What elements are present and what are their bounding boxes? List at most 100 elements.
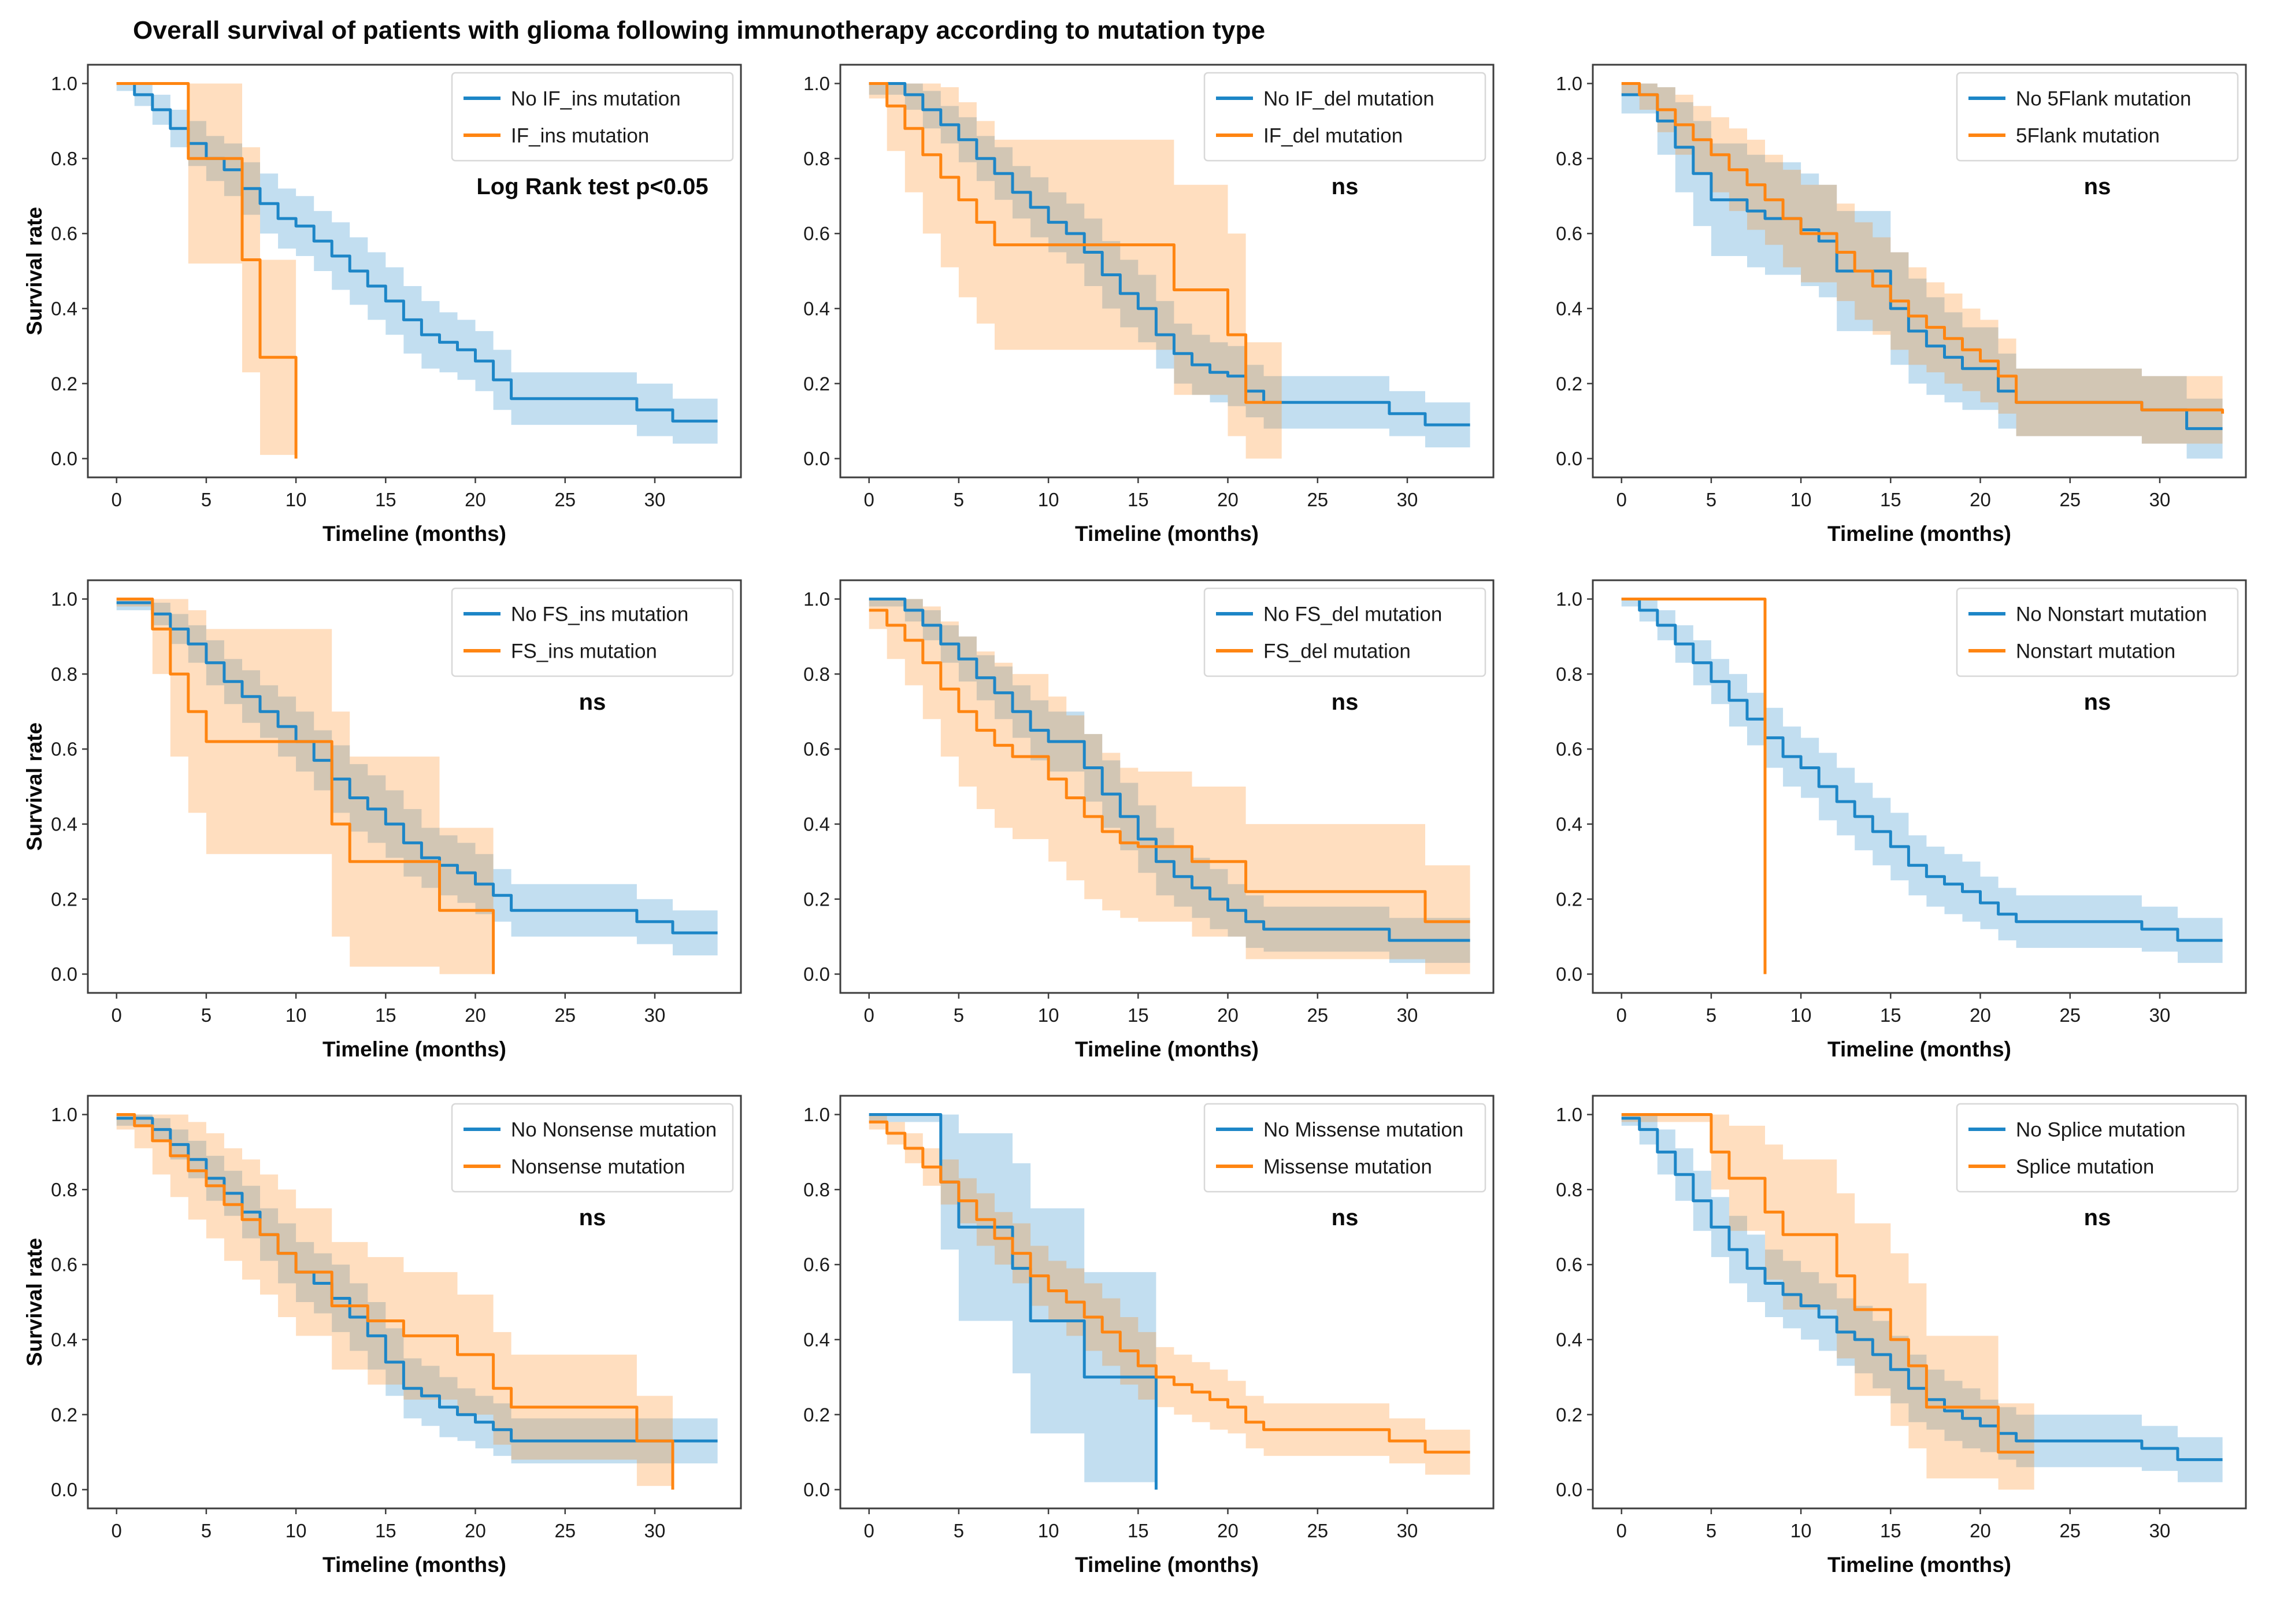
svg-text:10: 10	[1790, 489, 1812, 510]
logrank-annotation: ns	[2084, 174, 2111, 199]
svg-text:0.2: 0.2	[1556, 888, 1582, 910]
ci-band-orange	[116, 83, 296, 459]
legend-label: No IF_del mutation	[1263, 87, 1434, 110]
svg-text:0.6: 0.6	[1556, 1254, 1582, 1276]
svg-text:0.8: 0.8	[51, 663, 77, 685]
y-axis: 1.0 0.8 0.6 0.4 0.2 0.0	[1556, 73, 1593, 469]
svg-text:20: 20	[1217, 489, 1239, 510]
svg-text:0.4: 0.4	[803, 1329, 830, 1350]
plot-frame	[87, 1095, 742, 1510]
ci-band-blue	[116, 599, 718, 956]
ci-band-blue	[869, 599, 1470, 963]
svg-text:0: 0	[112, 489, 122, 510]
svg-text:0: 0	[1616, 489, 1627, 510]
svg-text:1.0: 1.0	[803, 1104, 830, 1125]
plot-frame	[839, 64, 1495, 479]
km-chart-IF_ins: 0 5 10 15 20 25 30 1.0 0.8 0.6 0.4 0.2 0.0 Timeline (…	[23, 64, 742, 546]
x-axis-label: Timeline (months)	[322, 1553, 506, 1577]
logrank-annotation: ns	[1332, 1205, 1359, 1230]
series-line-orange	[1621, 598, 1767, 974]
series-line-orange	[869, 1120, 1470, 1454]
x-axis-label: Timeline (months)	[1075, 522, 1259, 546]
legend: No Missense mutation Missense mutation	[1203, 1103, 1486, 1193]
svg-text:0.2: 0.2	[1556, 373, 1582, 394]
svg-text:0.4: 0.4	[51, 298, 77, 319]
svg-text:0.4: 0.4	[1556, 298, 1582, 319]
svg-text:10: 10	[1038, 1520, 1059, 1541]
x-axis-label: Timeline (months)	[1827, 522, 2011, 546]
svg-text:0.8: 0.8	[51, 1179, 77, 1200]
x-axis: 0 5 10 15 20 25 30	[1616, 477, 2170, 510]
km-panel-grid: 0 5 10 15 20 25 30 1.0 0.8 0.6 0.4 0.2 0.0 Timeline (…	[17, 49, 2295, 1590]
svg-text:20: 20	[1970, 489, 1991, 510]
svg-text:20: 20	[1970, 1520, 1991, 1541]
x-axis-label: Timeline (months)	[1075, 1037, 1259, 1061]
svg-text:5: 5	[201, 1520, 212, 1541]
svg-text:0: 0	[112, 1004, 122, 1026]
svg-text:25: 25	[554, 1004, 576, 1026]
svg-text:0.6: 0.6	[1556, 223, 1582, 244]
x-axis-label: Timeline (months)	[322, 522, 506, 546]
x-axis: 0 5 10 15 20 25 30	[864, 477, 1418, 510]
svg-text:25: 25	[554, 1520, 576, 1541]
series-line-blue	[116, 601, 718, 935]
svg-text:5: 5	[954, 1520, 964, 1541]
svg-text:0: 0	[864, 1520, 874, 1541]
y-axis-label: Survival rate	[23, 722, 46, 851]
svg-text:30: 30	[2149, 1520, 2171, 1541]
svg-text:0.0: 0.0	[51, 448, 77, 469]
x-axis: 0 5 10 15 20 25 30	[112, 1508, 665, 1541]
svg-text:0.2: 0.2	[51, 888, 77, 910]
svg-text:15: 15	[1128, 1004, 1149, 1026]
ci-band-orange	[869, 599, 1470, 974]
svg-text:0.6: 0.6	[803, 739, 830, 760]
svg-text:5: 5	[954, 1004, 964, 1026]
svg-text:0.0: 0.0	[803, 448, 830, 469]
km-chart-FS_ins: 0 5 10 15 20 25 30 1.0 0.8 0.6 0.4 0.2 0.0 Timeline (…	[23, 579, 742, 1061]
logrank-annotation: ns	[579, 1205, 606, 1230]
svg-text:10: 10	[286, 489, 307, 510]
legend: No Splice mutation Splice mutation	[1956, 1103, 2239, 1193]
logrank-annotation: ns	[1332, 174, 1359, 199]
plot-frame	[839, 579, 1495, 994]
figure: Overall survival of patients with glioma…	[17, 16, 2295, 1590]
svg-text:5: 5	[954, 489, 964, 510]
svg-text:0.6: 0.6	[51, 1254, 77, 1276]
series-line-blue	[869, 598, 1470, 942]
svg-text:0.2: 0.2	[803, 888, 830, 910]
svg-text:0.4: 0.4	[803, 298, 830, 319]
svg-text:0: 0	[1616, 1004, 1627, 1026]
svg-text:15: 15	[375, 489, 396, 510]
series-line-orange	[116, 1113, 674, 1490]
km-panel-FS_del: 0 5 10 15 20 25 30 1.0 0.8 0.6 0.4 0.2 0.0 Timeline (…	[770, 564, 1517, 1075]
legend-label: No 5Flank mutation	[2016, 87, 2191, 110]
km-panel-FS_ins: 0 5 10 15 20 25 30 1.0 0.8 0.6 0.4 0.2 0.0 Timeline (…	[17, 564, 764, 1075]
svg-text:0.2: 0.2	[803, 1404, 830, 1425]
series-line-blue	[1621, 1117, 2223, 1462]
svg-text:1.0: 1.0	[51, 588, 77, 610]
y-axis: 1.0 0.8 0.6 0.4 0.2 0.0	[1556, 1104, 1593, 1500]
km-chart-Nonstart: 0 5 10 15 20 25 30 1.0 0.8 0.6 0.4 0.2 0.0 Timeline (…	[1556, 579, 2247, 1061]
y-axis: 1.0 0.8 0.6 0.4 0.2 0.0	[803, 588, 840, 985]
svg-text:0.6: 0.6	[51, 223, 77, 244]
plot-frame	[1592, 1095, 2247, 1510]
x-axis-label: Timeline (months)	[1075, 1553, 1259, 1577]
legend-label: No FS_ins mutation	[511, 603, 688, 625]
svg-text:0.6: 0.6	[1556, 739, 1582, 760]
legend-label: No Nonsense mutation	[511, 1118, 717, 1141]
svg-text:0.0: 0.0	[803, 1479, 830, 1500]
plot-frame	[839, 1095, 1495, 1510]
km-chart-Missense: 0 5 10 15 20 25 30 1.0 0.8 0.6 0.4 0.2 0.0 Timeline (…	[803, 1095, 1495, 1577]
x-axis: 0 5 10 15 20 25 30	[864, 1508, 1418, 1541]
svg-text:0.8: 0.8	[803, 148, 830, 169]
legend: No FS_ins mutation FS_ins mutation	[451, 587, 734, 677]
svg-text:0.2: 0.2	[51, 1404, 77, 1425]
svg-text:30: 30	[1397, 489, 1418, 510]
ci-band-blue	[869, 1114, 1156, 1490]
svg-text:0.8: 0.8	[803, 663, 830, 685]
x-axis: 0 5 10 15 20 25 30	[112, 477, 665, 510]
svg-text:0.8: 0.8	[1556, 663, 1582, 685]
svg-text:20: 20	[1217, 1520, 1239, 1541]
plot-frame	[87, 579, 742, 994]
svg-text:15: 15	[1128, 1520, 1149, 1541]
